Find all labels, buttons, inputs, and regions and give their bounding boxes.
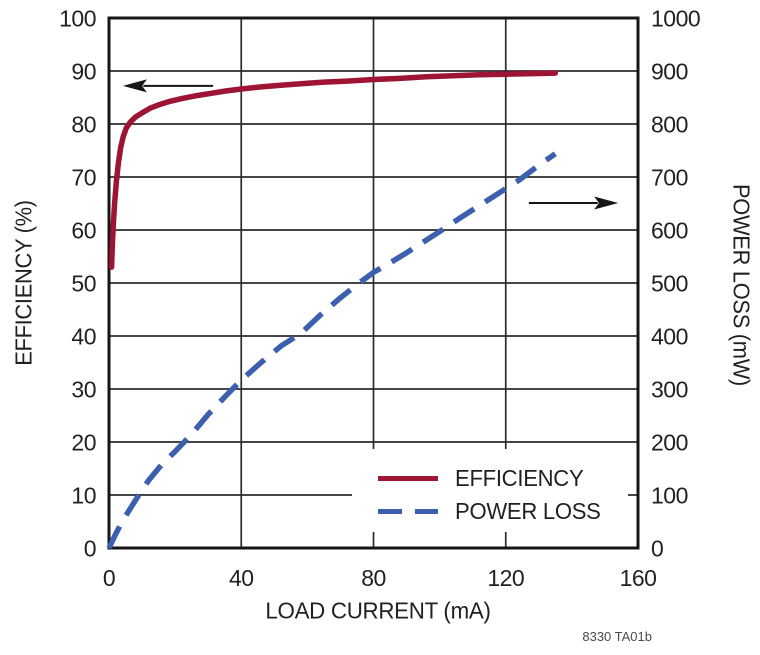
y-right-tick-label: 100 — [651, 483, 688, 509]
x-tick-label: 160 — [620, 565, 657, 591]
legend-label-efficiency: EFFICIENCY — [455, 464, 584, 491]
y-left-tick-label: 30 — [71, 377, 96, 403]
y-right-tick-label: 600 — [651, 218, 688, 244]
legend-item-power-loss: POWER LOSS — [352, 497, 628, 524]
series-line-efficiency — [108, 70, 559, 270]
y-right-tick-label: 800 — [651, 112, 688, 138]
y-right-tick-label: 1000 — [651, 6, 700, 32]
y-right-tick-label: 700 — [651, 165, 688, 191]
y-left-tick-label: 70 — [71, 165, 96, 191]
legend-item-efficiency: EFFICIENCY — [352, 464, 628, 491]
x-axis-label: LOAD CURRENT (mA) — [265, 597, 491, 624]
legend-label-power-loss: POWER LOSS — [455, 497, 601, 524]
right-axis-arrowhead — [594, 196, 619, 210]
left-axis-arrowhead — [122, 79, 147, 93]
y-axis-label-left: EFFICIENCY (%) — [10, 200, 37, 366]
series-line-power-loss — [106, 151, 557, 550]
y-right-tick-label: 500 — [651, 271, 688, 297]
y-axis-label-right: POWER LOSS (mW) — [728, 183, 755, 387]
y-left-tick-label: 60 — [71, 218, 96, 244]
y-right-tick-label: 300 — [651, 377, 688, 403]
y-left-tick-label: 40 — [71, 324, 96, 350]
y-left-tick-label: 10 — [71, 483, 96, 509]
y-left-tick-label: 0 — [84, 536, 96, 562]
y-left-tick-label: 100 — [59, 6, 96, 32]
x-tick-label: 40 — [229, 565, 254, 591]
y-left-tick-label: 50 — [71, 271, 96, 297]
y-right-tick-label: 400 — [651, 324, 688, 350]
x-tick-label: 0 — [103, 565, 115, 591]
y-right-tick-label: 200 — [651, 430, 688, 456]
plot-frame — [107, 16, 640, 550]
x-tick-label: 80 — [361, 565, 386, 591]
x-tick-label: 120 — [487, 565, 524, 591]
power-loss-line-sample — [378, 508, 438, 514]
y-left-tick-label: 20 — [71, 430, 96, 456]
figure-note: 8330 TA01b — [582, 629, 652, 644]
y-left-tick-label: 90 — [71, 59, 96, 85]
legend: EFFICIENCY POWER LOSS — [352, 449, 628, 532]
y-left-tick-label: 80 — [71, 112, 96, 138]
y-right-tick-label: 900 — [651, 59, 688, 85]
efficiency-line-sample — [378, 475, 438, 481]
y-right-tick-label: 0 — [651, 536, 663, 562]
